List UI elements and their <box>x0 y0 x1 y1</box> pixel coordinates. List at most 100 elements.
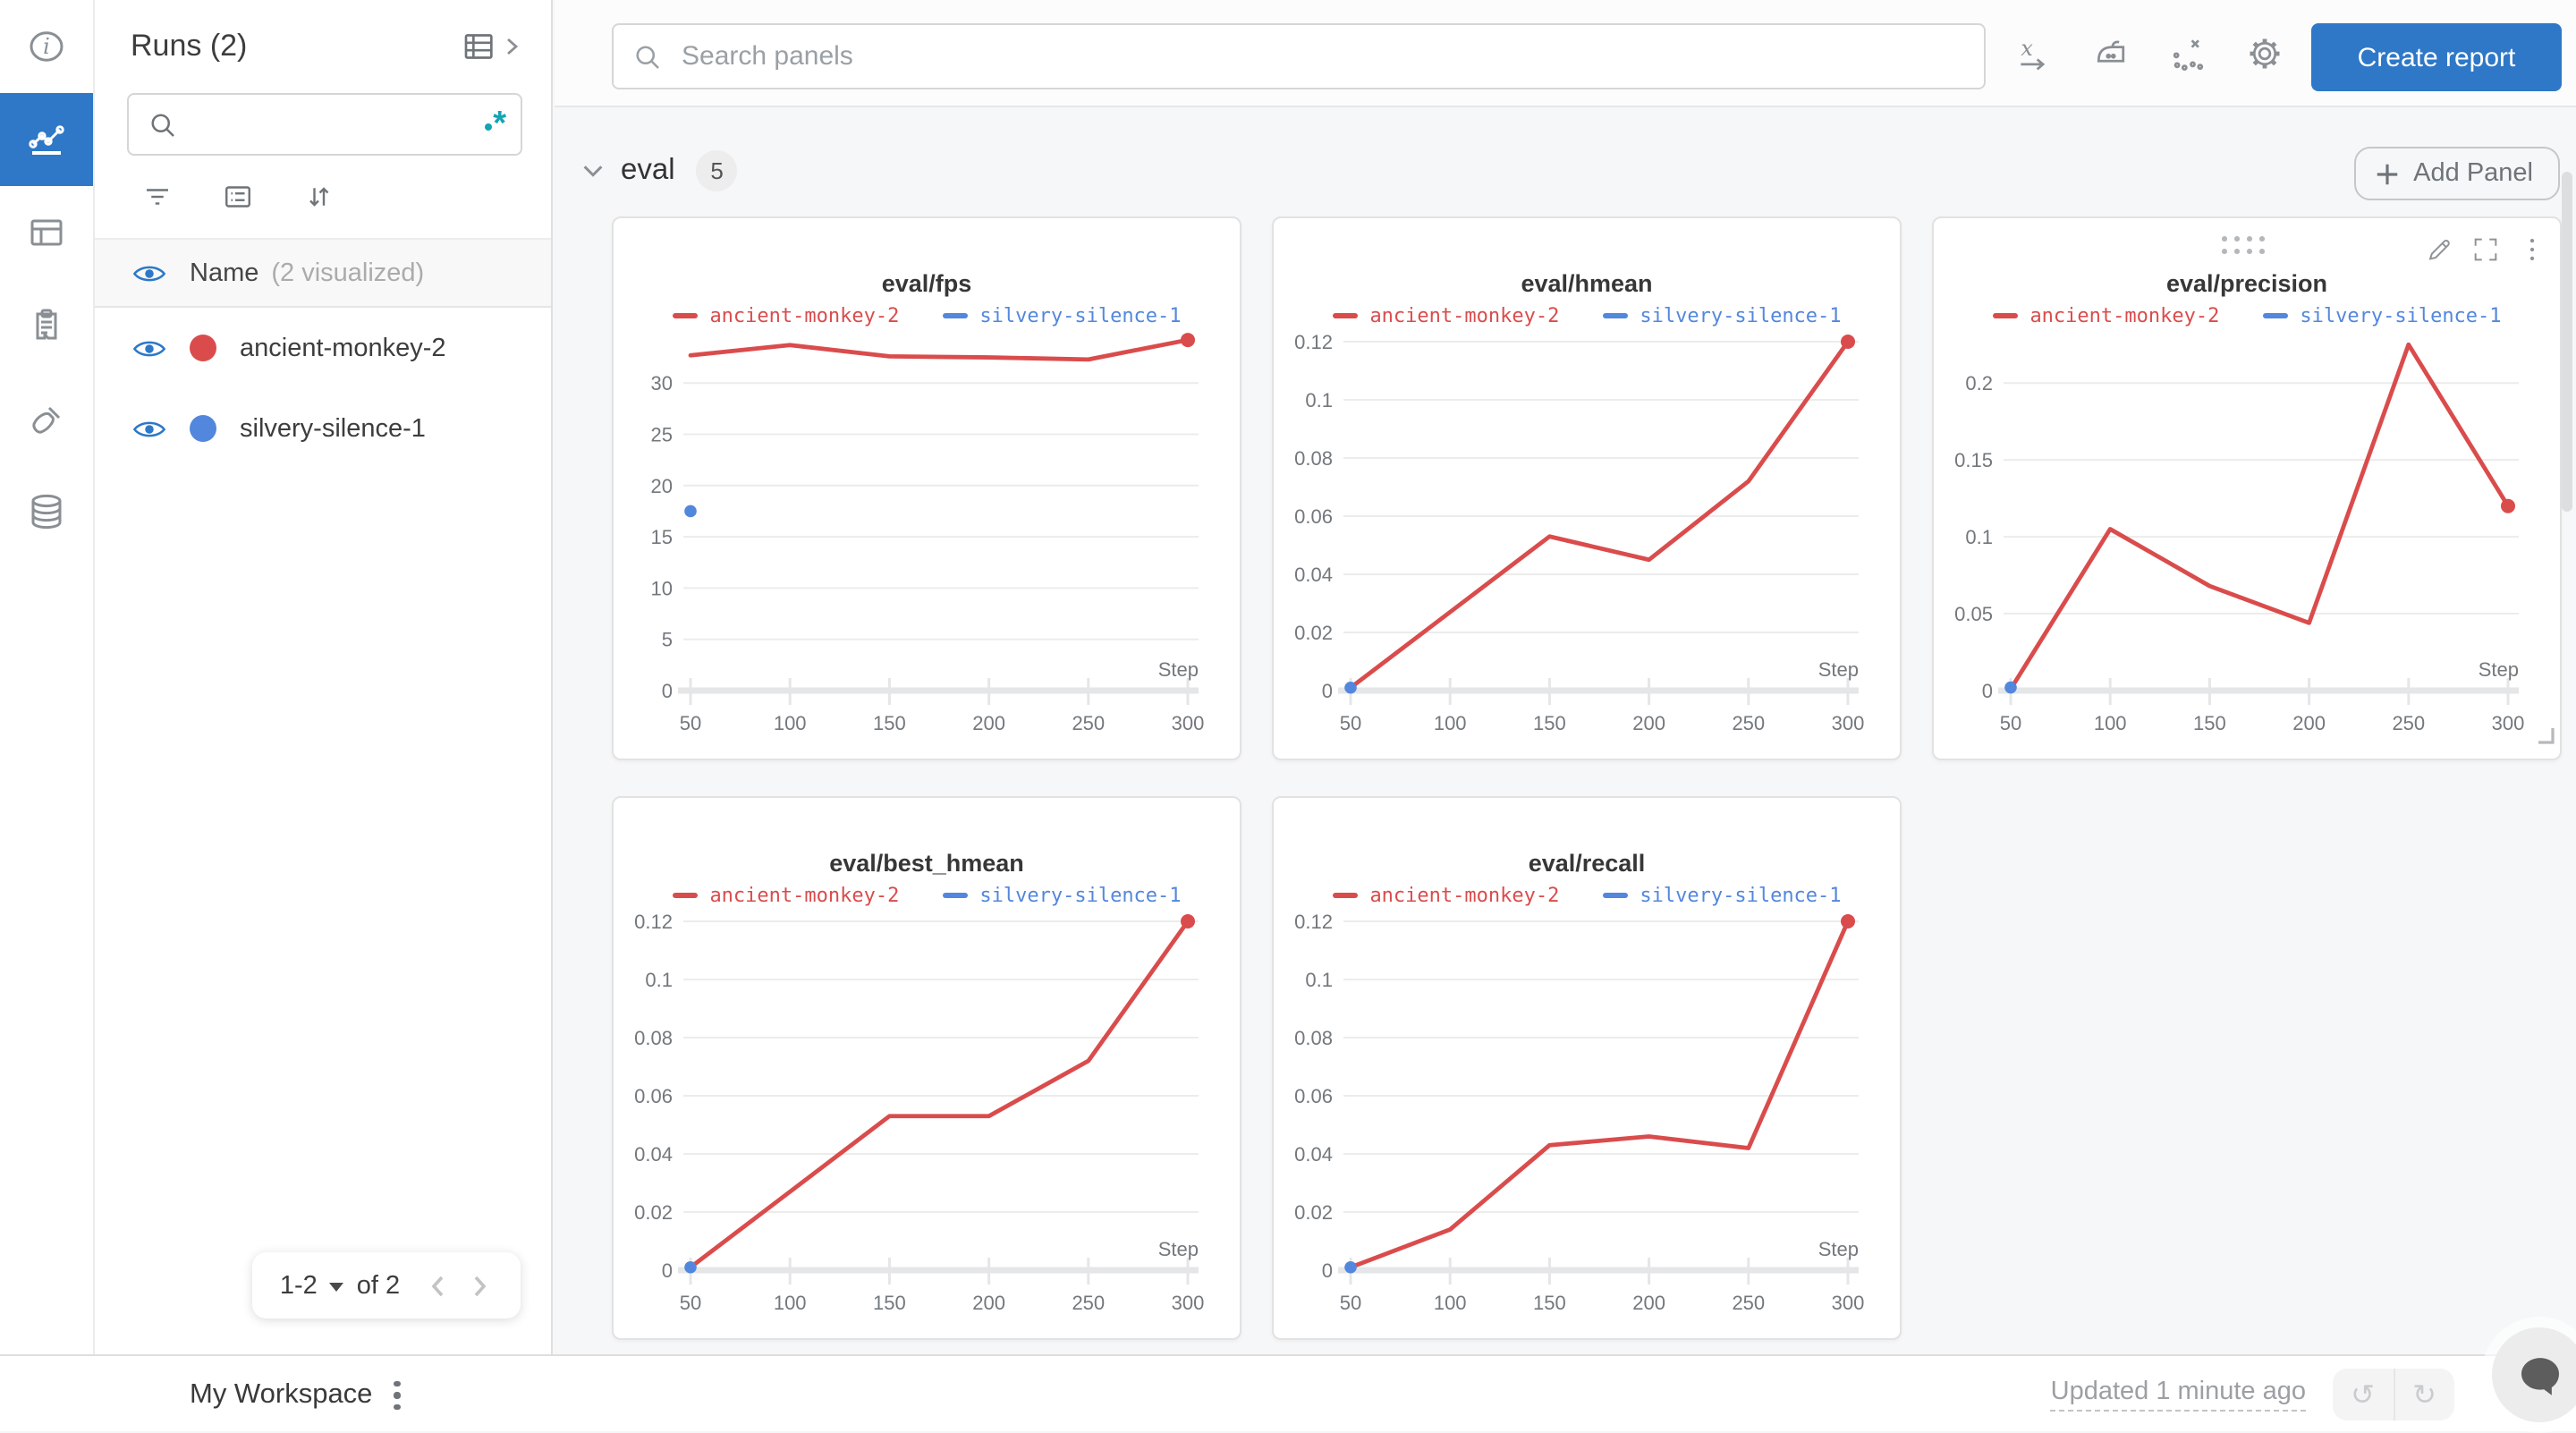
chart-panel[interactable]: eval/hmean ancient-monkey-2 silvery-silenc… <box>1272 216 1902 760</box>
section-header-eval[interactable]: eval 5 <box>580 150 738 191</box>
create-report-button[interactable]: Create report <box>2311 23 2562 91</box>
svg-text:0: 0 <box>1322 680 1333 702</box>
eye-icon[interactable] <box>132 416 166 441</box>
info-icon: i <box>30 31 64 62</box>
runs-table-toggle[interactable] <box>462 29 522 64</box>
rail-item-charts[interactable] <box>0 93 93 186</box>
add-panel-button[interactable]: Add Panel <box>2354 147 2560 200</box>
plus-icon <box>2377 163 2398 184</box>
chart-plot[interactable]: 0 5 10 15 20 25 30 50 100 150 200 250 300 Step <box>614 318 1243 748</box>
chart-panel[interactable]: eval/fps ancient-monkey-2 silvery-silence-… <box>612 216 1241 760</box>
rail-item-info[interactable]: i <box>0 0 93 93</box>
legend-item[interactable]: silvery-silence-1 <box>942 304 1182 327</box>
svg-text:0.04: 0.04 <box>1294 1143 1333 1166</box>
run-row-ancient-monkey-2[interactable]: ancient-monkey-2 <box>95 308 551 388</box>
chart-plot[interactable]: 0 0.02 0.04 0.06 0.08 0.1 0.12 50 100 150 200 250 30… <box>614 898 1243 1327</box>
run-color-dot <box>190 335 216 361</box>
legend-item[interactable]: silvery-silence-1 <box>942 884 1182 907</box>
run-row-silvery-silence-1[interactable]: silvery-silence-1 <box>95 388 551 469</box>
legend-label: silvery-silence-1 <box>2300 304 2502 327</box>
filter-icon[interactable] <box>141 181 174 213</box>
drag-handle-icon[interactable] <box>2222 236 2272 261</box>
run-search-input[interactable] <box>179 108 485 140</box>
fullscreen-button[interactable] <box>2470 234 2501 265</box>
legend-label: silvery-silence-1 <box>1640 304 1842 327</box>
chart-plot[interactable]: 0 0.02 0.04 0.06 0.08 0.1 0.12 50 100 150 200 250 30… <box>1274 898 1903 1327</box>
svg-text:Step: Step <box>1158 658 1199 681</box>
page-prev-button[interactable] <box>423 1271 452 1300</box>
pagination-range[interactable]: 1-2 <box>279 1271 318 1300</box>
outliers-button[interactable] <box>2168 34 2207 73</box>
panel-title: eval/fps <box>881 270 972 297</box>
workspace-footer: My Workspace Updated 1 minute ago ↺ ↻ <box>0 1327 2576 1431</box>
legend-item[interactable]: ancient-monkey-2 <box>672 884 899 907</box>
run-search-box: * <box>127 93 522 156</box>
svg-text:200: 200 <box>1632 1292 1665 1314</box>
rail-item-clipboard[interactable] <box>0 279 93 372</box>
workspace-menu-button[interactable] <box>379 1374 415 1417</box>
svg-text:0.1: 0.1 <box>1305 389 1333 411</box>
legend-item[interactable]: ancient-monkey-2 <box>1332 304 1559 327</box>
visualized-count: (2 visualized) <box>271 259 425 287</box>
chart-panel[interactable]: eval/best_hmean ancient-monkey-2 silvery-s… <box>612 796 1241 1340</box>
svg-text:50: 50 <box>1340 712 1361 734</box>
svg-text:150: 150 <box>2193 712 2226 734</box>
x-axis-settings-button[interactable]: x <box>2014 34 2054 73</box>
eye-icon[interactable] <box>132 335 166 360</box>
svg-text:0.1: 0.1 <box>645 969 673 991</box>
scrollbar[interactable] <box>2562 172 2572 512</box>
legend-item[interactable]: ancient-monkey-2 <box>1332 884 1559 907</box>
undo-button[interactable]: ↺ <box>2333 1369 2394 1420</box>
rail-item-table[interactable] <box>0 186 93 279</box>
search-icon <box>151 113 174 136</box>
svg-text:50: 50 <box>2000 712 2021 734</box>
svg-text:0.08: 0.08 <box>1294 447 1333 470</box>
svg-text:15: 15 <box>651 526 673 548</box>
chart-plot[interactable]: 0 0.05 0.1 0.15 0.2 50 100 150 200 250 300 Step <box>1934 318 2563 748</box>
rail-item-brush[interactable] <box>0 372 93 465</box>
chart-panel[interactable]: eval/recall ancient-monkey-2 silvery-silen… <box>1272 796 1902 1340</box>
rail-item-database[interactable] <box>0 465 93 558</box>
regex-toggle[interactable]: * <box>484 106 506 140</box>
database-icon <box>31 494 62 530</box>
panel-title: eval/hmean <box>1521 270 1653 297</box>
redo-button[interactable]: ↻ <box>2412 1378 2436 1412</box>
settings-gear-button[interactable] <box>2245 34 2284 73</box>
support-chat-button[interactable] <box>2492 1327 2576 1422</box>
page-next-button[interactable] <box>464 1271 493 1300</box>
legend-swatch <box>942 892 968 899</box>
smoothing-iron-button[interactable] <box>2091 34 2131 73</box>
search-icon <box>636 45 659 68</box>
panel-title: eval/precision <box>2165 270 2328 297</box>
svg-text:0.08: 0.08 <box>634 1027 673 1049</box>
panel-menu-button[interactable] <box>2517 234 2547 265</box>
section-label: eval <box>621 154 675 186</box>
svg-text:300: 300 <box>1172 712 1205 734</box>
chart-plot[interactable]: 0 0.02 0.04 0.06 0.08 0.1 0.12 50 100 150 200 250 30… <box>1274 318 1903 748</box>
caret-down-icon[interactable] <box>329 1283 344 1292</box>
panel-search-input[interactable] <box>678 39 1966 73</box>
legend-label: ancient-monkey-2 <box>709 884 900 907</box>
svg-text:0.04: 0.04 <box>634 1143 673 1166</box>
pencil-icon <box>2428 240 2450 260</box>
legend-item[interactable]: silvery-silence-1 <box>2262 304 2502 327</box>
svg-text:i: i <box>43 34 50 59</box>
svg-text:0: 0 <box>662 680 673 702</box>
svg-text:300: 300 <box>1832 1292 1865 1314</box>
sort-icon[interactable] <box>302 181 335 213</box>
panel-title: eval/recall <box>1528 850 1646 877</box>
legend-item[interactable]: ancient-monkey-2 <box>1992 304 2219 327</box>
chart-panel[interactable]: eval/precision ancient-monkey-2 silvery-si… <box>1932 216 2562 760</box>
svg-text:0.2: 0.2 <box>1965 372 1993 394</box>
legend-item[interactable]: silvery-silence-1 <box>1602 884 1842 907</box>
group-list-icon[interactable] <box>222 181 254 213</box>
svg-text:50: 50 <box>680 1292 701 1314</box>
legend-item[interactable]: ancient-monkey-2 <box>672 304 899 327</box>
legend-item[interactable]: silvery-silence-1 <box>1602 304 1842 327</box>
panel-title: eval/best_hmean <box>829 850 1024 877</box>
updated-timestamp[interactable]: Updated 1 minute ago <box>2050 1378 2306 1412</box>
runs-column-header[interactable]: Name (2 visualized) <box>95 238 551 308</box>
svg-text:0: 0 <box>1322 1259 1333 1282</box>
resize-handle[interactable] <box>2537 721 2555 753</box>
edit-panel-button[interactable] <box>2424 234 2454 265</box>
